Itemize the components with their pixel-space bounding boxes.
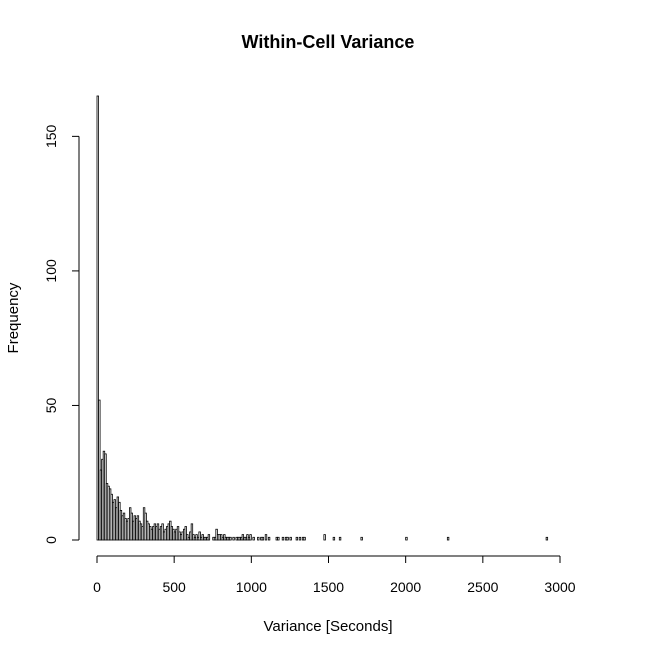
x-tick-label: 2000 [390, 579, 421, 595]
y-axis: 0 50 100 150 [43, 124, 80, 544]
histogram-bar [267, 536, 271, 541]
y-tick-label: 0 [43, 536, 59, 544]
histogram-bar [190, 523, 194, 541]
y-tick-label: 100 [43, 259, 59, 283]
histogram-bar [446, 536, 450, 541]
histogram-bar [249, 534, 252, 541]
chart-title: Within-Cell Variance [242, 32, 415, 52]
histogram-bar [252, 536, 255, 541]
x-tick-label: 500 [162, 579, 186, 595]
histogram-bar [96, 95, 99, 541]
histogram-bar [323, 534, 326, 541]
histogram-bar [405, 536, 408, 541]
x-tick-label: 1500 [313, 579, 344, 595]
histogram-bar [277, 536, 280, 541]
x-axis: 0 500 1000 1500 2000 2500 3000 [93, 555, 576, 595]
histogram-bar [264, 534, 268, 541]
histogram-bar [298, 536, 302, 541]
histogram-bar [207, 534, 211, 541]
histogram-bar [261, 536, 265, 541]
x-tick-label: 2500 [467, 579, 498, 595]
histogram-bar [229, 536, 232, 541]
x-tick-label: 3000 [544, 579, 575, 595]
histogram-bar [295, 536, 299, 541]
y-tick-label: 50 [43, 397, 59, 413]
histogram-bar [360, 536, 363, 541]
histogram-bar [303, 536, 306, 541]
y-tick-label: 150 [43, 124, 59, 148]
histogram-bar [545, 536, 549, 541]
histogram-bar [232, 536, 235, 541]
histogram-bar [257, 536, 260, 541]
histogram-bar [338, 536, 342, 541]
y-axis-label: Frequency [5, 282, 22, 353]
histogram-bar [332, 536, 336, 541]
histogram-bars [96, 95, 549, 541]
histogram-bar [286, 536, 289, 541]
histogram-bar [184, 526, 187, 541]
x-axis-label: Variance [Seconds] [264, 618, 393, 635]
x-tick-label: 0 [93, 579, 101, 595]
histogram-bar [289, 536, 292, 541]
histogram-bar [281, 536, 285, 541]
histogram-bar [198, 531, 201, 541]
x-tick-label: 1000 [236, 579, 267, 595]
